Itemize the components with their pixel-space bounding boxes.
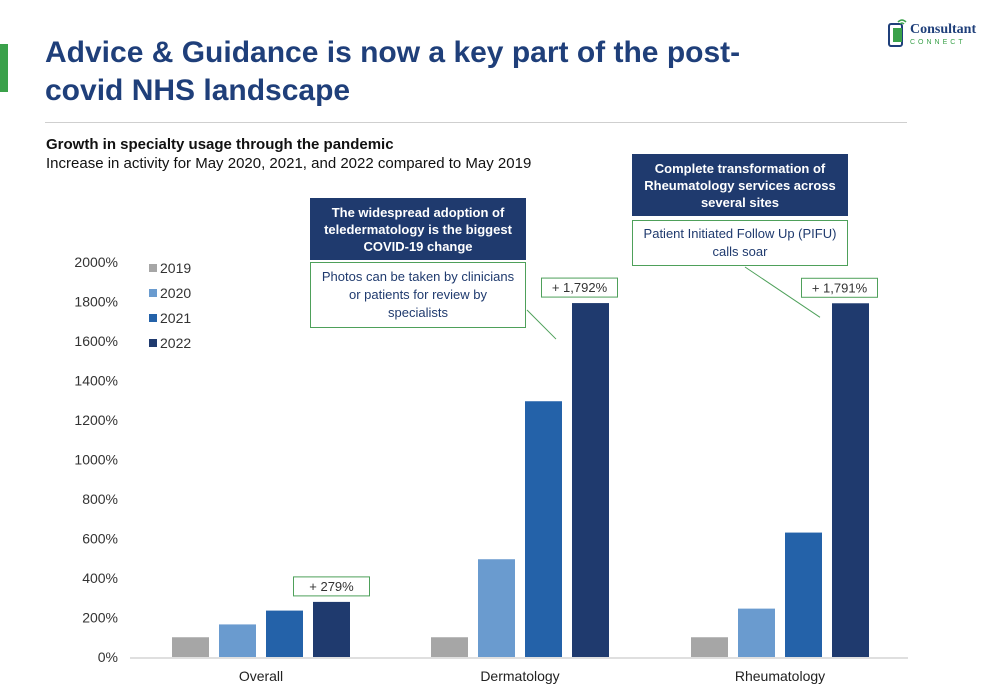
legend-label-2021: 2021 [160, 310, 191, 326]
value-labels: + 279% + 1,792% + 1,791% [293, 277, 878, 597]
x-tick-label: Rheumatology [735, 668, 825, 684]
bar-dermatology-2022 [572, 303, 609, 657]
value-label: + 1,792% [552, 280, 608, 295]
bar-rheumatology-2019 [691, 637, 728, 657]
rheumatology-connector [744, 266, 821, 318]
bar-rheumatology-2022 [832, 303, 869, 657]
legend: 2019 2020 2021 2022 [149, 260, 191, 351]
value-label-box [293, 576, 370, 597]
y-tick-label: 600% [82, 531, 118, 547]
y-tick-label: 1000% [74, 452, 118, 468]
chart-subtitle: Increase in activity for May 2020, 2021,… [46, 155, 532, 172]
y-tick-label: 1800% [74, 294, 118, 310]
y-tick-label: 800% [82, 491, 118, 507]
value-label: + 1,791% [812, 280, 868, 295]
rheumatology-callout-body: Patient Initiated Follow Up (PIFU) calls… [632, 220, 848, 266]
bar-dermatology-2021 [525, 401, 562, 657]
legend-swatch-2020 [149, 289, 157, 297]
legend-swatch-2021 [149, 314, 157, 322]
bar-overall-2022 [313, 601, 350, 657]
phone-speech-icon [888, 19, 907, 47]
y-tick-label: 200% [82, 610, 118, 626]
consultant-connect-logo: Consultant CONNECT [886, 14, 986, 50]
legend-label-2020: 2020 [160, 285, 191, 301]
value-label: + 279% [309, 579, 354, 594]
x-tick-label: Dermatology [480, 668, 559, 684]
rheumatology-callout-heading: Complete transformation of Rheumatology … [632, 154, 848, 216]
value-label-box [541, 277, 618, 298]
x-tick-label: Overall [239, 668, 283, 684]
x-axis: Overall Dermatology Rheumatology [130, 657, 908, 684]
bar-dermatology-2020 [478, 559, 515, 657]
bar-rheumatology-2021 [785, 532, 822, 657]
chart-title: Growth in specialty usage through the pa… [46, 136, 394, 153]
bars [172, 303, 869, 657]
accent-bar [0, 44, 8, 92]
y-axis: 0% 200% 400% 600% 800% 1000% 1200% 1400% 1600% 18… [74, 254, 118, 665]
y-tick-label: 2000% [74, 254, 118, 270]
legend-label-2022: 2022 [160, 335, 191, 351]
y-tick-label: 1400% [74, 373, 118, 389]
y-tick-label: 1600% [74, 333, 118, 349]
y-tick-label: 400% [82, 570, 118, 586]
bar-overall-2021 [266, 610, 303, 657]
bar-dermatology-2019 [431, 637, 468, 657]
y-tick-label: 0% [98, 649, 118, 665]
title-divider [45, 122, 907, 123]
legend-label-2019: 2019 [160, 260, 191, 276]
bar-overall-2020 [219, 624, 256, 657]
dermatology-connector [526, 309, 557, 340]
logo-wordmark: Consultant [910, 22, 977, 37]
bar-rheumatology-2020 [738, 608, 775, 657]
legend-swatch-2022 [149, 339, 157, 347]
dermatology-callout-heading: The widespread adoption of teledermatolo… [310, 198, 526, 260]
slide-title: Advice & Guidance is now a key part of t… [45, 36, 741, 107]
callout-connectors [526, 266, 821, 340]
y-tick-label: 1200% [74, 412, 118, 428]
value-label-box [801, 277, 878, 298]
legend-swatch-2019 [149, 264, 157, 272]
dermatology-callout-body: Photos can be taken by clinicians or pat… [310, 262, 526, 328]
bar-overall-2019 [172, 637, 209, 657]
logo-submark: CONNECT [910, 39, 966, 46]
